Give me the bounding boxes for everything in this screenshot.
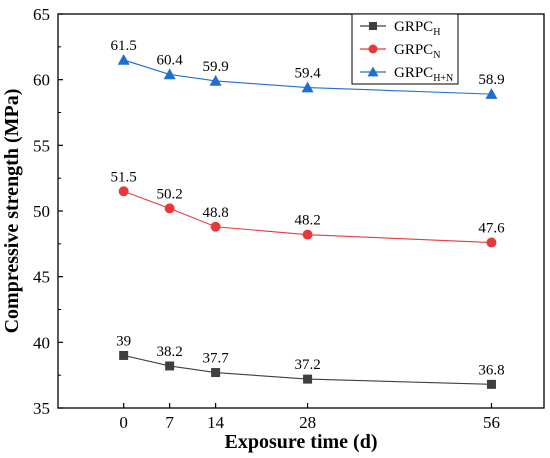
legend-label-main: GRPC	[394, 19, 433, 35]
series-n: 51.5 50.2 48.8 48.2 47.6	[111, 169, 505, 248]
series-h: 39 38.2 37.7 37.2 36.8	[116, 333, 505, 389]
x-tick-label: 14	[207, 413, 225, 432]
data-point	[486, 237, 497, 248]
data-point	[486, 379, 496, 389]
data-point	[165, 361, 175, 371]
series-h-plus-n: 61.5 60.4 59.9 59.4 58.9	[111, 38, 505, 99]
data-label: 39	[116, 333, 131, 349]
data-label: 38.2	[157, 344, 183, 360]
data-point	[209, 74, 222, 86]
legend-label-subscript: N	[433, 50, 440, 61]
y-tick-label: 60	[33, 71, 50, 90]
legend-label-subscript: H	[433, 27, 440, 38]
data-label: 36.8	[478, 362, 504, 378]
data-point	[485, 88, 498, 99]
legend-marker	[367, 66, 379, 77]
data-label: 60.4	[157, 52, 184, 68]
legend-marker	[369, 22, 377, 30]
x-axis-title: Exposure time (d)	[225, 431, 378, 453]
data-label: 59.4	[294, 66, 321, 82]
legend-label: GRPCH+N	[394, 65, 453, 84]
legend-item: GRPCN	[360, 42, 440, 61]
data-point	[164, 203, 175, 214]
data-point	[117, 53, 130, 65]
data-label: 51.5	[111, 169, 137, 185]
legend-item: GRPCH+N	[360, 65, 453, 84]
axes: 35 40 45 50 55 60 65 0 7 14 28 56	[33, 5, 545, 432]
legend-item: GRPCH	[360, 19, 440, 38]
y-tick-label: 55	[33, 136, 50, 155]
legend-label-main: GRPC	[394, 65, 433, 81]
data-point	[303, 374, 313, 384]
y-tick-label: 45	[33, 268, 50, 287]
data-label: 50.2	[157, 186, 183, 202]
data-label: 58.9	[478, 72, 504, 88]
data-point	[302, 229, 313, 240]
y-tick-label: 40	[33, 333, 50, 352]
legend-label-main: GRPC	[394, 42, 433, 58]
data-point	[211, 368, 221, 378]
data-label: 48.8	[202, 205, 228, 221]
y-tick-label: 50	[33, 202, 50, 221]
data-label: 47.6	[478, 221, 505, 237]
series-layer: 39 38.2 37.7 37.2 36.8 51.5 50.2 48.8 48.2 47.6 61…	[111, 38, 505, 389]
x-tick-label: 56	[483, 413, 500, 432]
y-tick-label: 35	[33, 399, 50, 418]
data-point	[118, 186, 129, 197]
y-tick-label: 65	[33, 5, 50, 24]
data-point	[119, 350, 129, 360]
data-label: 37.2	[294, 357, 320, 373]
data-point	[163, 68, 176, 80]
legend-label: GRPCN	[394, 42, 440, 61]
legend-label: GRPCH	[394, 19, 440, 38]
data-label: 37.7	[202, 351, 229, 367]
x-tick-label: 7	[165, 413, 174, 432]
data-point	[210, 221, 221, 232]
legend-marker	[368, 44, 378, 54]
legend-label-subscript: H+N	[433, 73, 453, 84]
y-axis-title: Compressive strength (MPa)	[1, 89, 23, 334]
data-label: 61.5	[111, 38, 137, 54]
data-point	[301, 81, 314, 93]
x-tick-label: 0	[119, 413, 128, 432]
data-label: 48.2	[294, 213, 320, 229]
x-tick-label: 28	[299, 413, 316, 432]
data-label: 59.9	[202, 59, 228, 75]
